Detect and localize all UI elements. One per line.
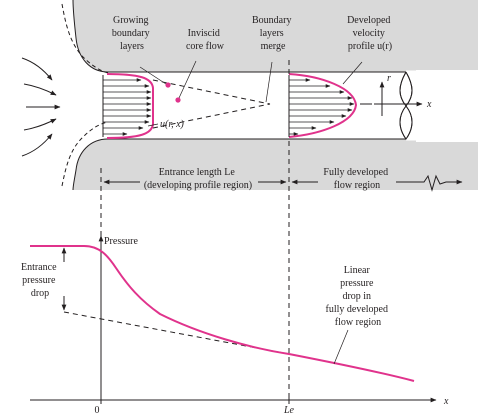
pressure-curve bbox=[30, 245, 415, 382]
core-flow-leader bbox=[178, 60, 197, 99]
boundary-layer-leader bbox=[139, 66, 167, 85]
label-fully-developed-region: Fully developed flow region bbox=[323, 167, 390, 191]
inlet-dashed-top bbox=[61, 3, 109, 74]
inflow-arrow-4 bbox=[23, 118, 57, 131]
pipe-top-edge bbox=[72, 0, 406, 73]
label-linear-pressure-drop: Linear pressure drop in fully developed … bbox=[326, 265, 391, 328]
label-pressure-axis: Pressure bbox=[104, 236, 138, 247]
inflow-arrow-1 bbox=[21, 57, 53, 81]
label-le-tick: Le bbox=[283, 405, 295, 416]
label-developed-velocity-profile: Developed velocity profile u(r) bbox=[347, 15, 393, 52]
pressure-graph bbox=[30, 235, 437, 404]
developed-profile-leader bbox=[342, 61, 363, 85]
label-entrance-pressure-drop: Entrance pressure drop bbox=[21, 262, 59, 299]
u-r-x-leader bbox=[147, 123, 159, 127]
label-boundary-layers-merge: Boundary layers merge bbox=[252, 15, 294, 52]
inflow-arrow-5 bbox=[21, 133, 53, 157]
inflow-arrow-2 bbox=[23, 83, 57, 96]
merge-leader bbox=[265, 61, 273, 103]
pipe-drawing bbox=[21, 0, 478, 191]
core-flow-dot bbox=[175, 97, 181, 103]
boundary-layer-bottom-dashed bbox=[152, 103, 271, 129]
dimension-break-symbol bbox=[418, 174, 463, 192]
pipe-bottom-wall bbox=[73, 139, 478, 190]
pipe-bottom-edge bbox=[72, 138, 406, 191]
linear-drop-leader bbox=[333, 329, 349, 365]
label-x-axis-pipe: x bbox=[426, 99, 432, 110]
label-inviscid-core-flow: Inviscid core flow bbox=[186, 28, 225, 52]
label-zero-tick: 0 bbox=[95, 405, 100, 416]
label-growing-boundary-layers: Growing boundary layers bbox=[112, 15, 152, 52]
boundary-layer-top-dashed bbox=[152, 79, 271, 105]
label-u-r-x: u(r, x) bbox=[160, 119, 185, 130]
label-x-axis-graph: x bbox=[443, 396, 449, 407]
label-entrance-length: Entrance length Le (developing profile r… bbox=[144, 167, 252, 191]
entrance-profile-arrows bbox=[103, 78, 152, 136]
label-r-axis: r bbox=[387, 73, 391, 84]
pipe-top-wall bbox=[73, 0, 478, 72]
developed-profile-curve bbox=[288, 73, 358, 138]
inlet-dashed-bottom bbox=[61, 121, 109, 187]
developed-profile-arrows bbox=[289, 78, 355, 136]
entrance-profile-curve bbox=[106, 73, 154, 139]
boundary-layer-dot bbox=[165, 82, 171, 88]
